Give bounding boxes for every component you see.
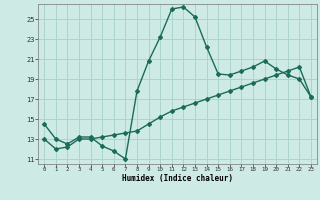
X-axis label: Humidex (Indice chaleur): Humidex (Indice chaleur) bbox=[122, 174, 233, 183]
